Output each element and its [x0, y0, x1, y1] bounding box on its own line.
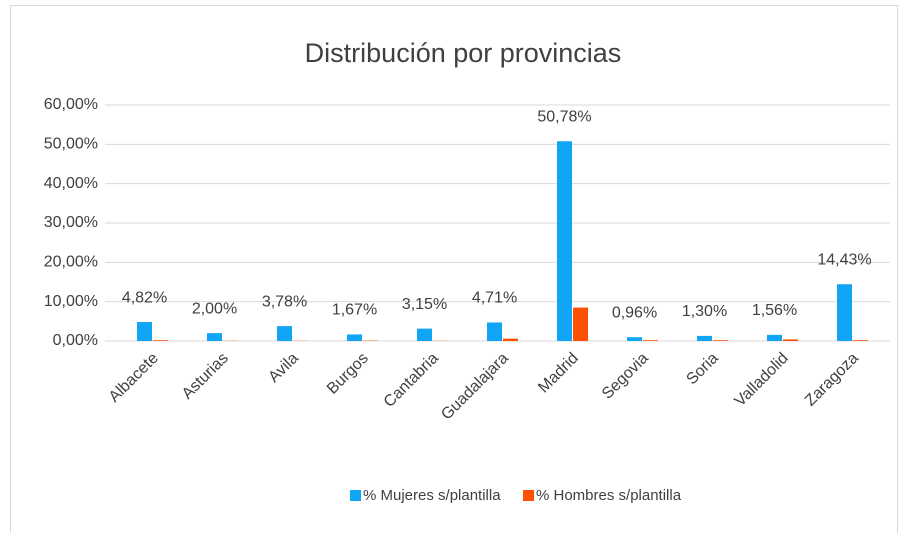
data-label: 4,71%: [472, 290, 517, 307]
bar: [643, 340, 658, 341]
data-label: 14,43%: [817, 251, 871, 268]
y-tick-label: 0,00%: [53, 332, 98, 349]
bar: [713, 340, 728, 341]
bar: [417, 328, 432, 341]
legend-label: % Hombres s/plantilla: [536, 487, 682, 504]
data-label: 3,78%: [262, 293, 307, 310]
data-label: 3,15%: [402, 296, 447, 313]
data-label: 50,78%: [537, 108, 591, 125]
bar: [503, 338, 518, 341]
data-label: 1,56%: [752, 302, 797, 319]
data-label: 0,96%: [612, 304, 657, 321]
bar: [137, 322, 152, 341]
bar: [573, 307, 588, 341]
data-label: 1,67%: [332, 302, 377, 319]
data-label: 1,30%: [682, 303, 727, 320]
legend-label: % Mujeres s/plantilla: [363, 487, 501, 504]
bar: [277, 326, 292, 341]
bar: [697, 335, 712, 341]
bar: [347, 334, 362, 341]
y-tick-label: 60,00%: [44, 96, 98, 113]
y-tick-label: 50,00%: [44, 136, 98, 153]
chart-border: [10, 5, 898, 533]
y-tick-label: 20,00%: [44, 254, 98, 271]
bar: [487, 322, 502, 341]
bar: [627, 337, 642, 341]
bar: [853, 340, 868, 341]
legend-swatch: [350, 490, 361, 501]
y-tick-label: 10,00%: [44, 293, 98, 310]
data-label: 4,82%: [122, 289, 167, 306]
bar: [767, 334, 782, 341]
bar: [783, 339, 798, 341]
legend-swatch: [523, 490, 534, 501]
bar: [557, 141, 572, 341]
bar: [153, 340, 168, 341]
chart-title: Distribución por provincias: [305, 38, 622, 68]
bar: [207, 333, 222, 341]
data-label: 2,00%: [192, 300, 237, 317]
y-tick-label: 30,00%: [44, 214, 98, 231]
y-tick-label: 40,00%: [44, 175, 98, 192]
bar: [837, 284, 852, 341]
